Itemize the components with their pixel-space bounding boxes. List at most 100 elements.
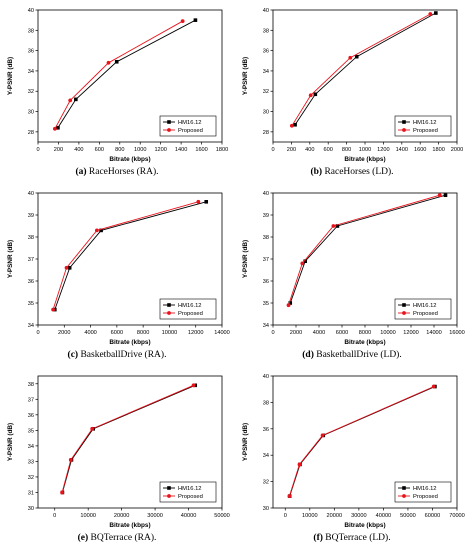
- caption-c: (c) BasketballDrive (RA).: [0, 350, 234, 360]
- legend-marker-circle: [167, 494, 171, 498]
- x-tick-label: 1600: [195, 147, 207, 153]
- y-tick-label: 40: [263, 374, 269, 380]
- y-tick-label: 37: [28, 397, 34, 403]
- y-tick-label: 28: [28, 130, 34, 136]
- y-tick-label: 39: [28, 213, 34, 219]
- y-axis-label: Y-PSNR (dB): [242, 240, 249, 278]
- x-tick-label: 40000: [376, 513, 392, 519]
- x-tick-label: 20000: [114, 513, 130, 519]
- x-tick-label: 400: [305, 147, 314, 153]
- x-tick-label: 10000: [80, 513, 96, 519]
- legend-entry-label: HM16.12: [413, 486, 437, 492]
- y-tick-label: 30: [28, 506, 34, 512]
- data-point-hm16-12: [335, 224, 340, 228]
- panel-d: 0 2000 4000 6000 8000 10000 12000 14000 16000 34 3…: [235, 183, 469, 366]
- legend-marker-circle: [402, 128, 406, 132]
- caption-a: (a) RaceHorses (RA).: [0, 167, 234, 177]
- data-point-proposed: [106, 60, 111, 65]
- caption-e: (e) BQTerrace (RA).: [0, 533, 234, 543]
- legend-entry-label: Proposed: [178, 311, 203, 317]
- data-point-proposed: [286, 303, 291, 308]
- data-point-proposed: [289, 123, 294, 128]
- x-axis-label: Bitrate (kbps): [344, 522, 385, 529]
- chart-d: 0 2000 4000 6000 8000 10000 12000 14000 16000 34 3…: [242, 191, 465, 346]
- data-point-hm16-12: [288, 301, 293, 305]
- x-tick-label: 0: [36, 330, 39, 336]
- legend-entry-label: HM16.12: [413, 303, 437, 309]
- data-point-hm16-12: [99, 228, 103, 233]
- data-point-hm16-12: [204, 200, 209, 204]
- legend-entry-label: HM16.12: [178, 303, 202, 309]
- x-tick-label: 1800: [432, 147, 444, 153]
- x-tick-label: 30000: [351, 513, 367, 519]
- y-tick-label: 38: [28, 382, 34, 388]
- y-tick-label: 36: [263, 279, 269, 285]
- data-point-proposed: [300, 261, 305, 266]
- x-tick-label: 60000: [425, 513, 441, 519]
- y-tick-label: 32: [263, 480, 269, 486]
- y-tick-label: 40: [263, 8, 269, 14]
- series-line-proposed: [288, 194, 440, 306]
- data-point-proposed: [52, 126, 57, 131]
- data-point-proposed: [68, 457, 73, 462]
- series-line-proposed: [288, 386, 434, 497]
- y-tick-label: 40: [28, 191, 34, 197]
- y-tick-label: 32: [263, 89, 269, 95]
- x-tick-label: 2000: [290, 330, 302, 336]
- x-tick-label: 30000: [147, 513, 163, 519]
- y-axis-label: Y-PSNR (dB): [7, 57, 14, 95]
- x-tick-label: 1600: [414, 147, 426, 153]
- x-tick-label: 4000: [84, 330, 96, 336]
- x-tick-label: 200: [54, 147, 63, 153]
- x-tick-label: 70000: [449, 513, 465, 519]
- legend-marker-circle: [402, 494, 406, 498]
- x-axis-label: Bitrate (kbps): [109, 339, 150, 346]
- legend-entry-label: HM16.12: [178, 120, 202, 126]
- x-tick-label: 8000: [359, 330, 371, 336]
- series-line-hm16-12: [57, 19, 196, 129]
- y-tick-label: 30: [263, 110, 269, 116]
- data-point-proposed: [191, 383, 196, 388]
- x-tick-label: 400: [74, 147, 83, 153]
- series-line-proposed: [54, 20, 183, 130]
- data-point-proposed: [90, 426, 95, 431]
- data-point-proposed: [68, 98, 73, 103]
- data-point-proposed: [428, 12, 433, 16]
- caption-b: (b) RaceHorses (LD).: [235, 167, 469, 177]
- legend-marker-square: [402, 486, 406, 490]
- y-tick-label: 32: [28, 475, 34, 481]
- legend-box: [159, 481, 217, 503]
- caption-text: BQTerrace (RA).: [90, 533, 157, 543]
- caption-f: (f) BQTerrace (LD).: [235, 533, 469, 543]
- x-tick-label: 1000: [359, 147, 371, 153]
- x-tick-label: 0: [271, 330, 274, 336]
- data-point-hm16-12: [434, 11, 438, 15]
- x-tick-label: 40000: [181, 513, 197, 519]
- y-tick-label: 39: [263, 213, 269, 219]
- y-tick-label: 40: [28, 8, 34, 14]
- data-point-hm16-12: [293, 122, 297, 127]
- x-tick-label: 4000: [313, 330, 325, 336]
- y-tick-label: 38: [28, 28, 34, 34]
- y-tick-label: 34: [28, 69, 34, 75]
- series-line-proposed: [61, 384, 194, 493]
- caption-text: RaceHorses (RA).: [88, 167, 159, 177]
- data-point-proposed: [196, 199, 201, 204]
- legend-box: [394, 481, 452, 503]
- chart-b: 0 200 400 600 800 1000 1200 1400 1600 1800 2000 28 3…: [242, 8, 463, 163]
- x-axis-label: Bitrate (kbps): [109, 156, 150, 163]
- data-point-hm16-12: [67, 266, 72, 270]
- y-tick-label: 34: [263, 453, 269, 459]
- series-line-proposed: [291, 13, 431, 127]
- caption-letter: (f): [313, 533, 323, 543]
- x-tick-label: 1800: [216, 147, 228, 153]
- series-line-hm16-12: [54, 201, 207, 310]
- data-point-hm16-12: [354, 54, 359, 59]
- y-tick-label: 38: [263, 235, 269, 241]
- data-point-proposed: [60, 490, 64, 495]
- x-tick-label: 50000: [214, 513, 230, 519]
- y-tick-label: 35: [28, 301, 34, 307]
- caption-text: BasketballDrive (RA).: [80, 350, 167, 360]
- data-point-proposed: [64, 265, 69, 270]
- legend-entry-label: Proposed: [413, 311, 438, 317]
